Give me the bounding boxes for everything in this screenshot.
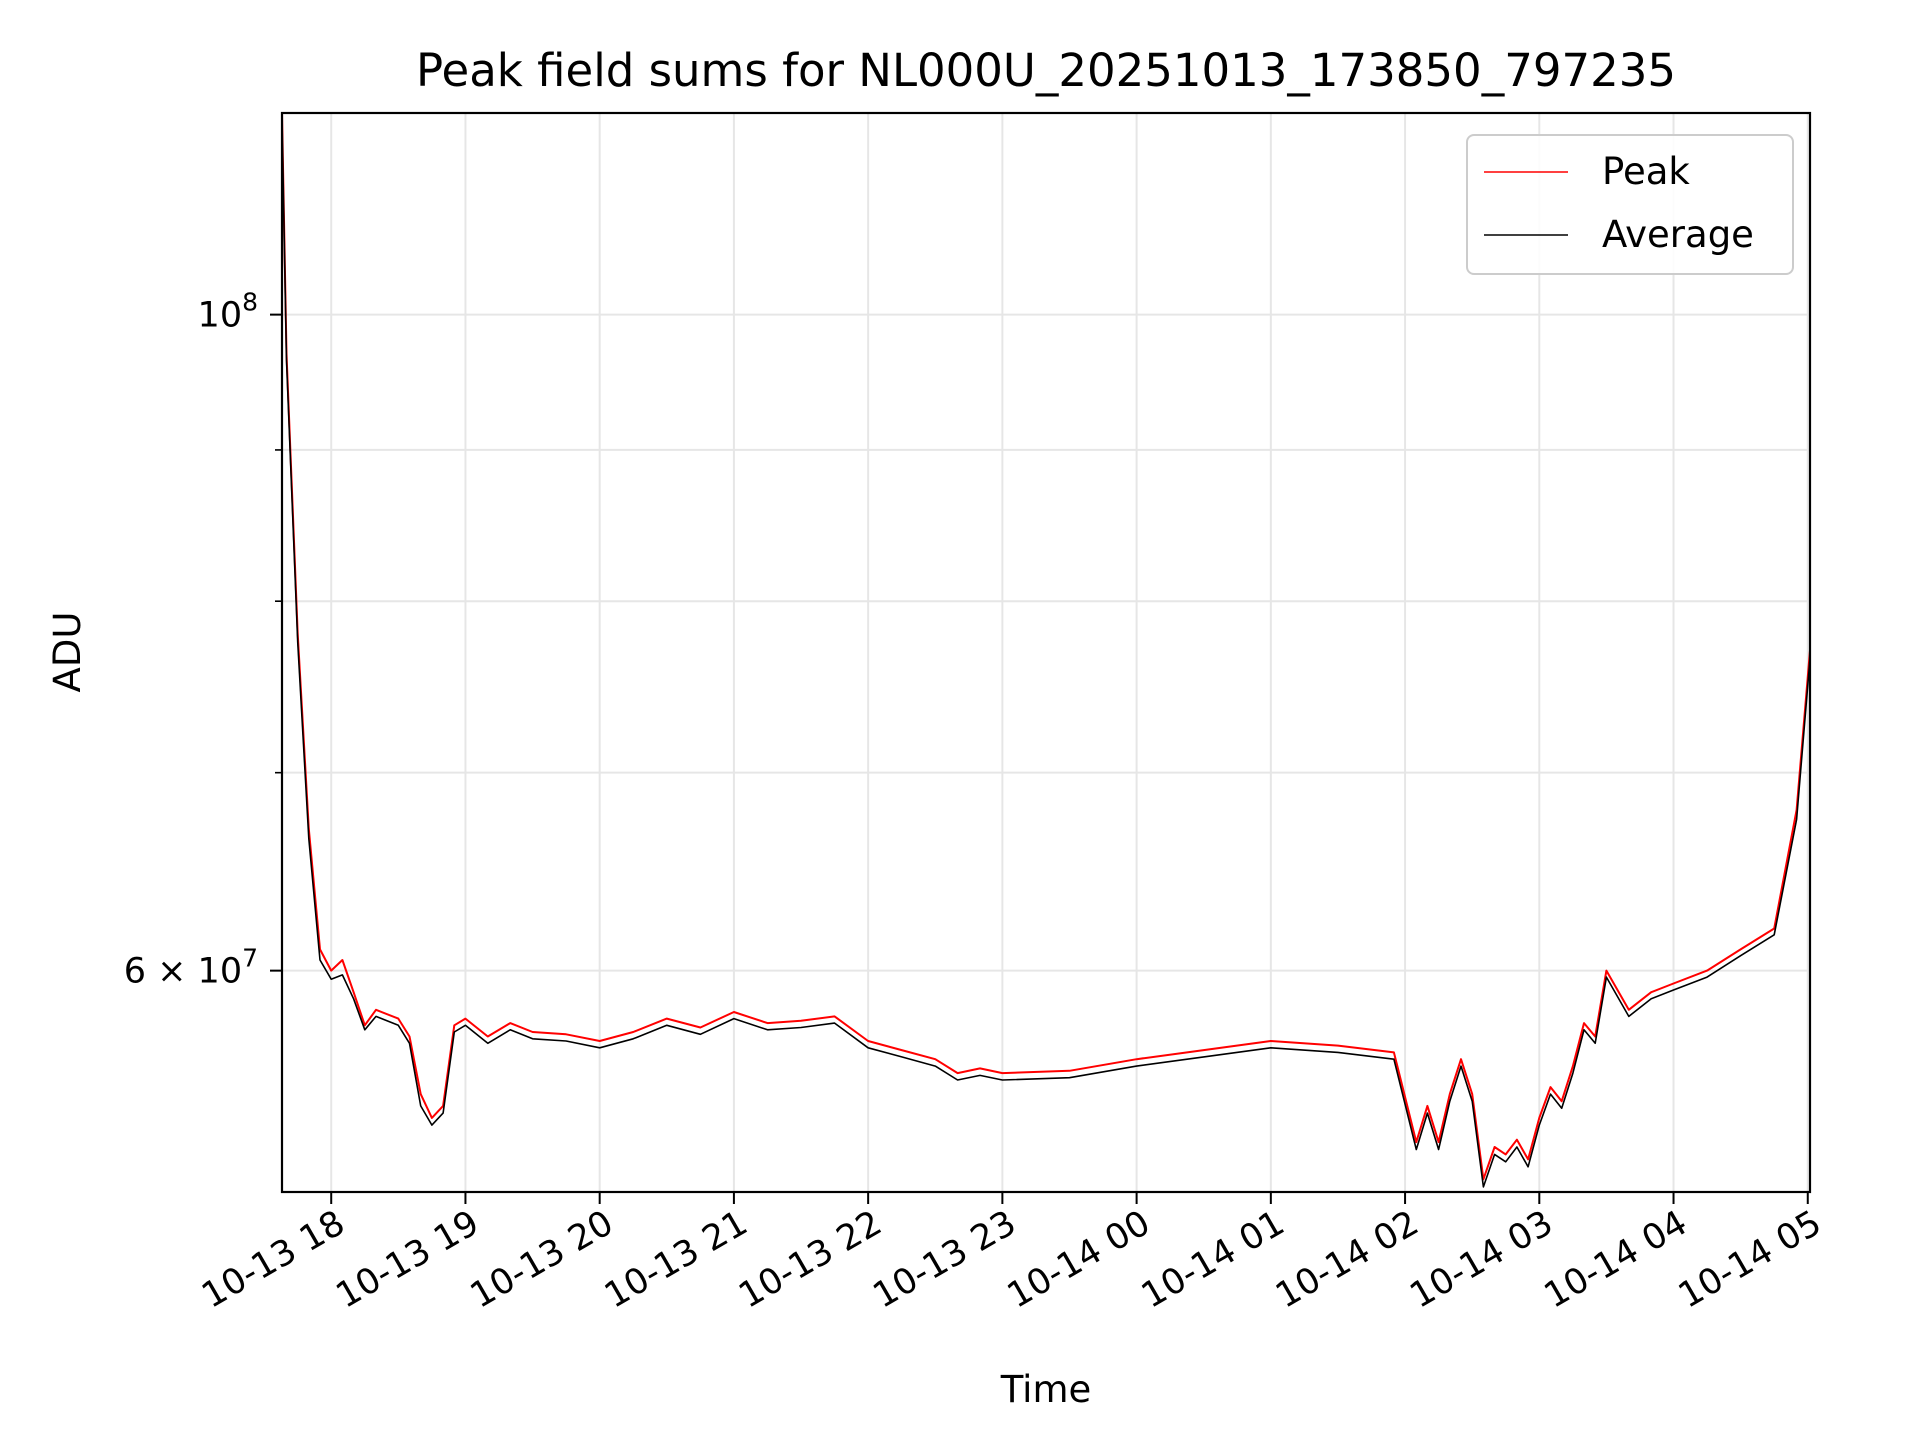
legend-label-average: Average [1602,213,1754,256]
grid [282,113,1810,1192]
y-tick-label: 108 [198,288,258,336]
legend: Peak Average [1466,134,1794,275]
plot-frame [280,111,1812,1194]
chart-title: Peak field sums for NL000U_20251013_1738… [416,44,1676,97]
y-axis: 108 6 × 107 [124,288,282,992]
x-axis-label: Time [1000,1368,1092,1411]
legend-box [1466,134,1794,275]
y-tick-label: 6 × 107 [124,944,258,992]
series-line-average [281,118,1811,1188]
legend-label-peak: Peak [1602,150,1690,193]
y-axis-label: ADU [46,612,89,693]
series-layer [281,112,1811,1188]
series-line-peak [281,112,1811,1181]
